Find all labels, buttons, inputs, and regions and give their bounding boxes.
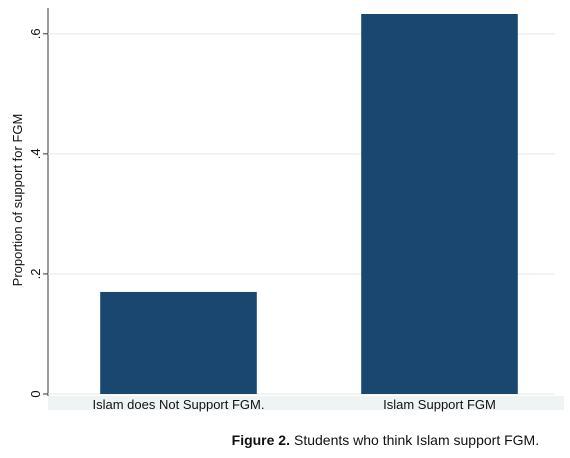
bar bbox=[361, 14, 518, 394]
x-tick-label: Islam Support FGM bbox=[383, 397, 496, 412]
y-tick-label: 0 bbox=[28, 390, 43, 397]
y-tick-label: .6 bbox=[28, 28, 43, 39]
x-tick-label: Islam does Not Support FGM. bbox=[93, 397, 265, 412]
axis-band bbox=[48, 396, 564, 410]
y-tick-label: .4 bbox=[28, 148, 43, 159]
y-tick-label: .2 bbox=[28, 269, 43, 280]
caption: Students who think Islam support FGM. bbox=[294, 432, 539, 448]
y-axis-title: Proportion of support for FGM bbox=[10, 114, 25, 287]
bar bbox=[100, 291, 257, 394]
caption-label: Figure 2. bbox=[232, 432, 290, 448]
